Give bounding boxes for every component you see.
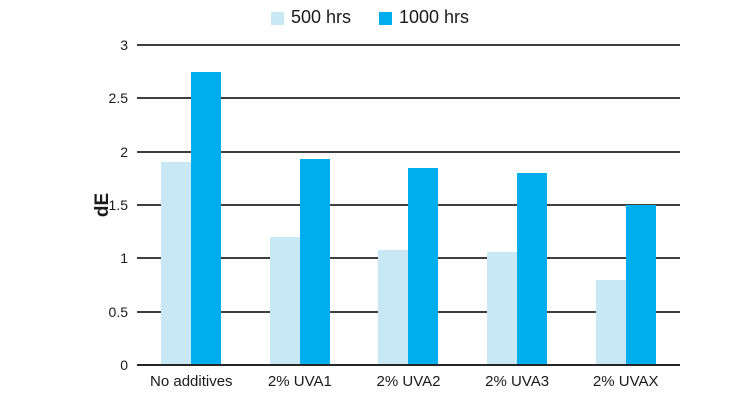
bar-group-2-uva3 (463, 45, 572, 365)
legend-swatch-1000hrs-icon (378, 11, 392, 25)
legend: 500 hrs 1000 hrs (0, 7, 740, 27)
y-tick-2-5: 2.5 (108, 90, 128, 107)
bar-group-2-uvax (571, 45, 680, 365)
bar-500-hrs-2-uva3 (487, 251, 518, 365)
y-tick-3: 3 (120, 37, 128, 53)
y-axis-ticks: 0 0.5 1 1.5 2 2.5 3 (0, 38, 128, 372)
bar-group-no-additives (137, 45, 246, 365)
y-tick-1: 1 (120, 250, 128, 267)
bar-1000-hrs-no-additives (191, 71, 222, 365)
legend-label-1000hrs: 1000 hrs (398, 7, 470, 27)
bar-1000-hrs-2-uva1 (299, 159, 330, 365)
bar-1000-hrs-2-uvax (625, 205, 656, 365)
bar-500-hrs-2-uvax (595, 279, 626, 365)
legend-label-500hrs: 500 hrs (290, 7, 351, 27)
bar-500-hrs-2-uva1 (269, 237, 300, 365)
legend-item-500hrs: 500 hrs (270, 7, 351, 27)
gridline-2-5 (137, 97, 680, 100)
x-label-2-uva3: 2% UVA3 (485, 373, 550, 390)
x-label-no-additives: No additives (150, 373, 233, 390)
bar-1000-hrs-2-uva3 (517, 173, 548, 365)
bar-500-hrs-2-uva2 (378, 249, 409, 365)
y-tick-0: 0 (120, 357, 128, 373)
bar-1000-hrs-2-uva2 (408, 167, 439, 365)
y-tick-2: 2 (120, 143, 128, 160)
y-tick-0-5: 0.5 (108, 303, 128, 320)
bar-group-2-uva1 (246, 45, 355, 365)
plot-area (137, 44, 680, 366)
bar-group-2-uva2 (354, 45, 463, 365)
x-label-2-uvax: 2% UVAX (592, 373, 659, 390)
legend-item-1000hrs: 1000 hrs (378, 7, 470, 27)
gridline-2 (137, 150, 680, 153)
bar-500-hrs-no-additives (161, 162, 192, 365)
x-label-2-uva2: 2% UVA2 (376, 373, 441, 390)
gridline-3 (137, 44, 680, 46)
legend-swatch-500hrs-icon (270, 11, 284, 25)
x-label-2-uva1: 2% UVA1 (267, 373, 332, 390)
x-axis-line (137, 364, 680, 366)
y-tick-1-5: 1.5 (108, 197, 128, 213)
x-axis-labels: No additives 2% UVA1 2% UVA2 2% UVA3 2% UVAX (137, 373, 680, 395)
